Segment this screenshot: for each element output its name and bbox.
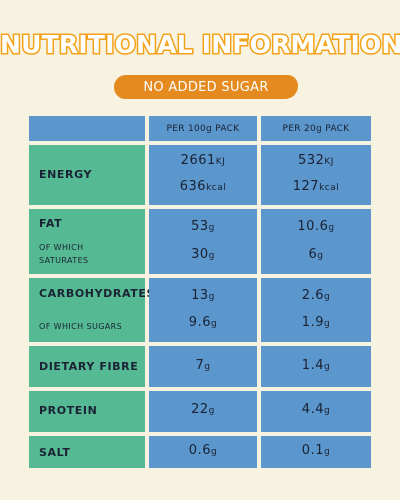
header-per-20g-label: PER 20g PACK [282,123,350,134]
carbohydrates-per-20g: 2.6g [301,288,331,303]
salt-label: SALT [39,446,71,459]
table-row-fat: FAT OF WHICH SATURATES 53g 30g 10.6g 6g [29,209,371,274]
fat-label: FAT [39,217,63,230]
protein-label: PROTEIN [39,404,98,417]
carbohydrates-per-100g: 13g [191,288,215,303]
fibre-per-100g: 7g [195,358,211,373]
fat-per-20g: 10.6g [297,219,335,234]
protein-per-100g: 22g [191,402,215,417]
table-row-carbohydrates: CARBOHYDRATES OF WHICH SUGARS 13g 9.6g 2… [29,278,371,342]
page-title: NUTRITIONAL INFORMATION [0,29,400,61]
table-row-salt: SALT 0.6g 0.1g [29,436,371,468]
saturates-per-100g: 30g [191,247,215,262]
sugars-label: OF WHICH SUGARS [39,322,123,331]
fibre-per-20g: 1.4g [301,358,331,373]
energy-kj-per-100g: 2661KJ [180,153,226,168]
dietary-fibre-label: DIETARY FIBRE [39,360,139,373]
energy-kcal-per-100g: 636kcal [179,179,227,194]
table-header-row: PER 100g PACK PER 20g PACK [29,116,371,141]
no-added-sugar-banner: NO ADDED SUGAR [114,75,298,99]
table-row-energy: ENERGY 2661KJ 636kcal 532KJ 127kcal [29,145,371,205]
salt-per-100g: 0.6g [188,443,218,458]
protein-per-20g: 4.4g [301,402,331,417]
header-per-100g-label: PER 100g PACK [166,123,240,134]
fat-per-100g: 53g [191,219,215,234]
header-per-20g: PER 20g PACK [261,116,371,141]
energy-kcal-per-20g: 127kcal [292,179,340,194]
saturates-per-20g: 6g [308,247,324,262]
energy-kj-per-20g: 532KJ [298,153,334,168]
table-row-protein: PROTEIN 22g 4.4g [29,391,371,432]
salt-per-20g: 0.1g [301,443,331,458]
saturates-label: OF WHICH SATURATES [39,243,89,265]
table-row-dietary-fibre: DIETARY FIBRE 7g 1.4g [29,346,371,387]
carbohydrates-label: CARBOHYDRATES [39,287,155,300]
sugars-per-100g: 9.6g [188,315,218,330]
sugars-per-20g: 1.9g [301,315,331,330]
header-blank-cell [29,116,145,141]
energy-label: ENERGY [39,168,93,181]
header-per-100g: PER 100g PACK [149,116,257,141]
